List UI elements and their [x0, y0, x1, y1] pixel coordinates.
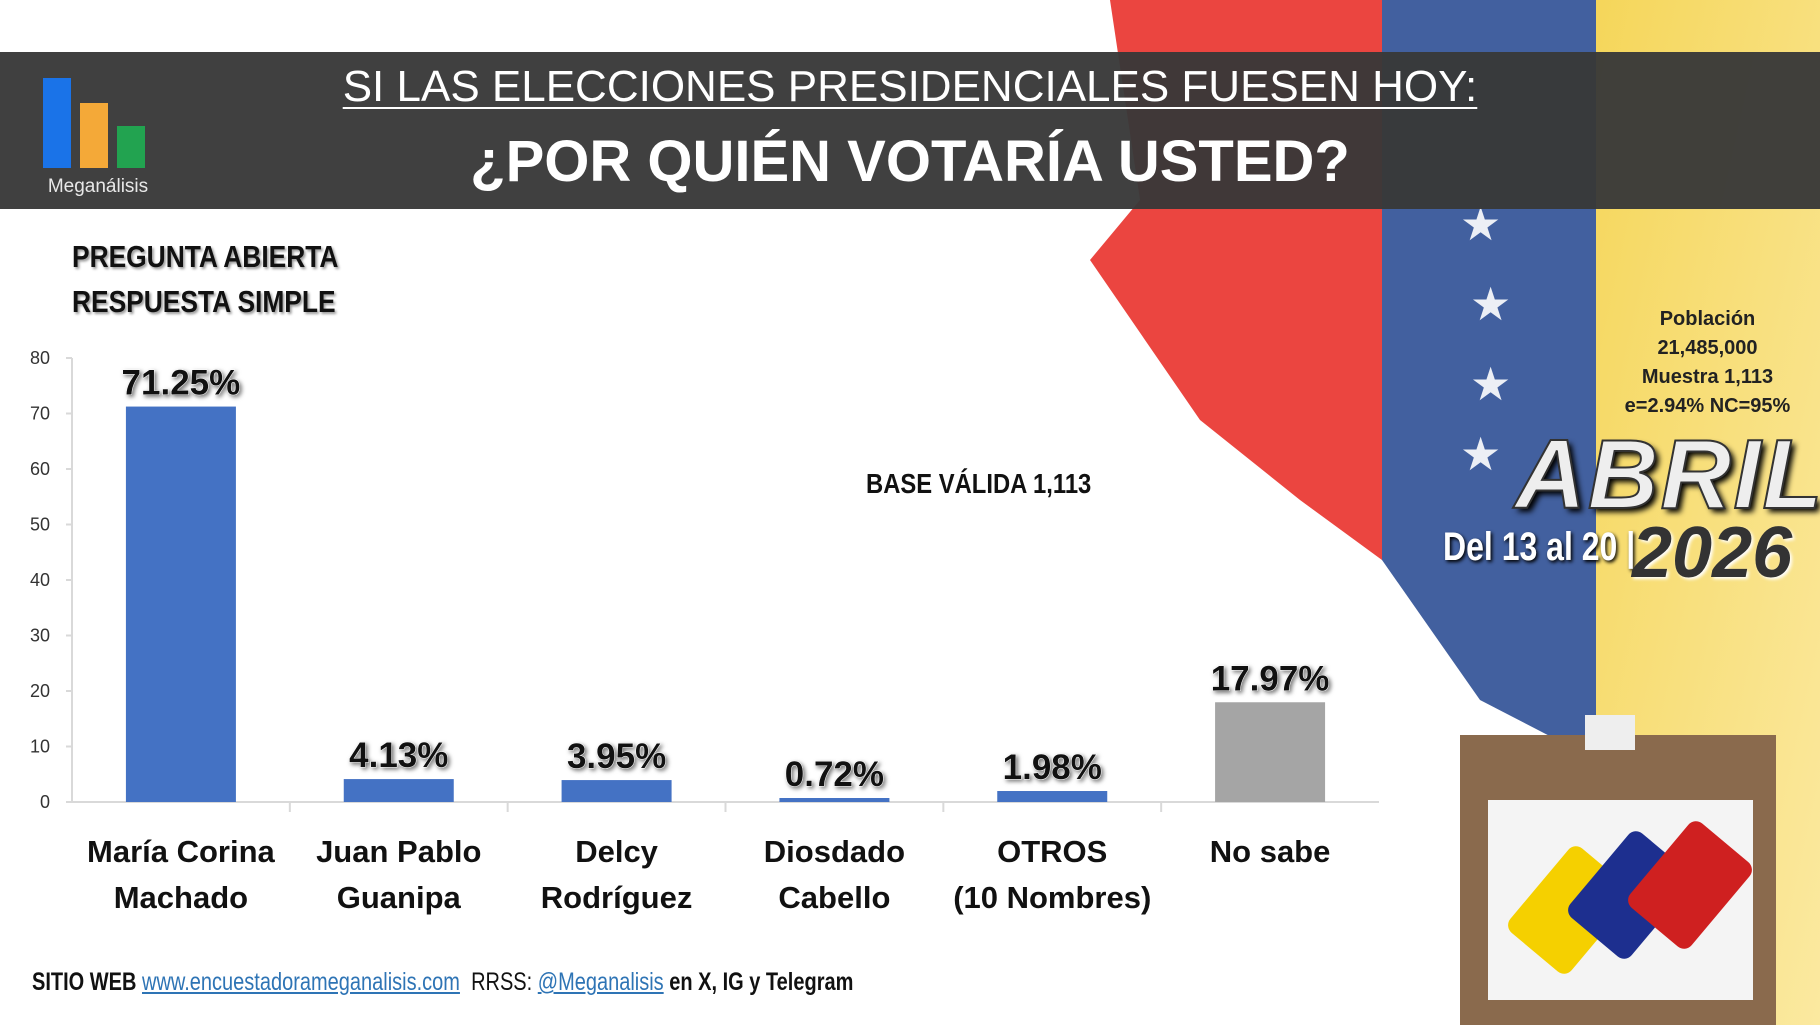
bar — [561, 780, 672, 802]
bar — [997, 791, 1108, 802]
bar — [1215, 702, 1326, 802]
y-tick-label: 80 — [30, 348, 50, 368]
footer: SITIO WEB www.encuestadorameganalisis.co… — [32, 968, 854, 996]
category-label: Guanipa — [337, 880, 462, 915]
website-link[interactable]: www.encuestadorameganalisis.com — [142, 968, 460, 996]
category-label: Rodríguez — [541, 880, 693, 915]
y-tick-label: 10 — [30, 737, 50, 757]
category-label: OTROS — [997, 834, 1107, 869]
svg-text:★: ★ — [1470, 358, 1511, 410]
star-icons: ★★ ★★ — [1460, 198, 1511, 480]
data-label: 17.97% — [1211, 659, 1330, 698]
y-tick-label: 60 — [30, 459, 50, 479]
bar — [343, 779, 454, 802]
data-label: 1.98% — [1003, 748, 1102, 787]
title-line-2: ¿POR QUIÉN VOTARÍA USTED? — [470, 129, 1350, 194]
bar — [779, 798, 890, 802]
category-label: Machado — [114, 880, 248, 915]
svg-text:★: ★ — [1460, 428, 1501, 480]
data-label: 3.95% — [567, 737, 666, 776]
y-tick-label: 70 — [30, 404, 50, 424]
data-label: 71.25% — [122, 364, 241, 403]
period-month: ABRIL — [1514, 418, 1820, 530]
category-label: María Corina — [87, 834, 276, 869]
category-label: (10 Nombres) — [953, 880, 1151, 915]
y-tick-label: 0 — [40, 792, 50, 812]
title-line-1: SI LAS ELECCIONES PRESIDENCIALES FUESEN … — [342, 62, 1478, 111]
period-year: 2026 — [1632, 513, 1793, 593]
data-label: 0.72% — [785, 755, 884, 794]
social-handle-link[interactable]: @Meganalisis — [537, 968, 664, 996]
category-label: No sabe — [1210, 834, 1331, 869]
meganalisis-logo: Meganálisis — [38, 78, 158, 198]
svg-text:★: ★ — [1470, 278, 1511, 330]
category-label: Delcy — [575, 834, 658, 869]
category-label: Juan Pablo — [316, 834, 481, 869]
bar — [125, 406, 236, 802]
header-bar — [0, 52, 1820, 209]
category-label: Diosdado — [764, 834, 905, 869]
sample-info: Población 21,485,000 Muestra 1,113 e=2.9… — [1624, 308, 1791, 417]
ballot-box-icon — [1460, 715, 1776, 1025]
y-tick-label: 50 — [30, 515, 50, 535]
category-label: Cabello — [778, 880, 890, 915]
data-label: 4.13% — [349, 736, 448, 775]
y-tick-label: 40 — [30, 570, 50, 590]
y-tick-label: 20 — [30, 681, 50, 701]
question-type: PREGUNTA ABIERTA RESPUESTA SIMPLE — [72, 239, 339, 319]
period-dates: Del 13 al 20 | — [1443, 525, 1636, 569]
y-tick-label: 30 — [30, 626, 50, 646]
base-label: BASE VÁLIDA 1,113 — [866, 468, 1092, 499]
